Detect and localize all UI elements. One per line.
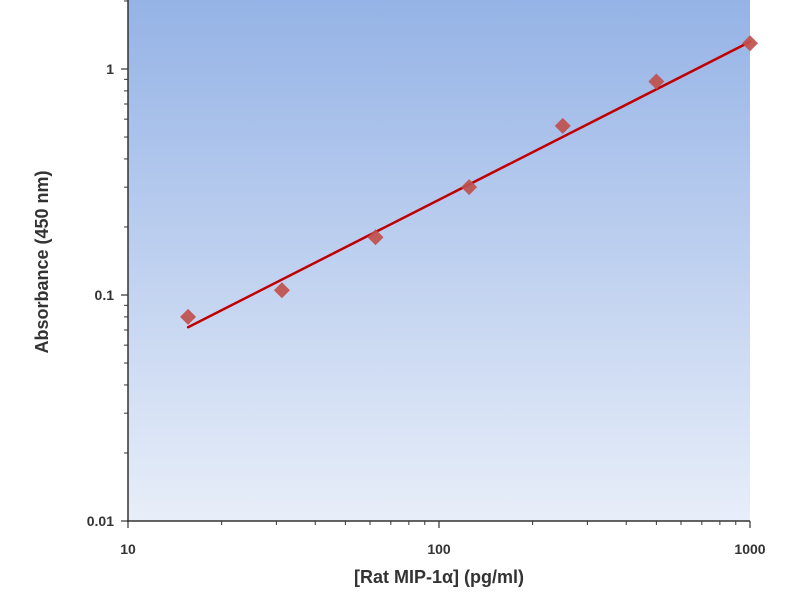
plot-area xyxy=(128,0,750,521)
x-tick-label: 1000 xyxy=(734,541,765,557)
data-point xyxy=(461,179,478,196)
data-point xyxy=(742,35,758,52)
y-axis-title: Absorbance (450 nm) xyxy=(32,170,52,353)
data-point xyxy=(367,229,384,246)
data-point xyxy=(273,282,290,299)
data-point xyxy=(648,73,665,90)
data-point xyxy=(554,117,571,134)
data-points xyxy=(180,35,758,325)
data-point xyxy=(180,308,197,325)
x-tick-label: 100 xyxy=(427,541,451,557)
y-tick-label: 1 xyxy=(106,61,114,77)
x-axis-title: [Rat MIP-1α] (pg/ml) xyxy=(354,567,524,587)
y-tick-label: 0.1 xyxy=(95,287,115,303)
ticks: 0.01 0.1 1 10 100 1000 xyxy=(87,0,766,557)
y-tick-label: 0.01 xyxy=(87,513,114,529)
x-tick-label: 10 xyxy=(120,541,136,557)
